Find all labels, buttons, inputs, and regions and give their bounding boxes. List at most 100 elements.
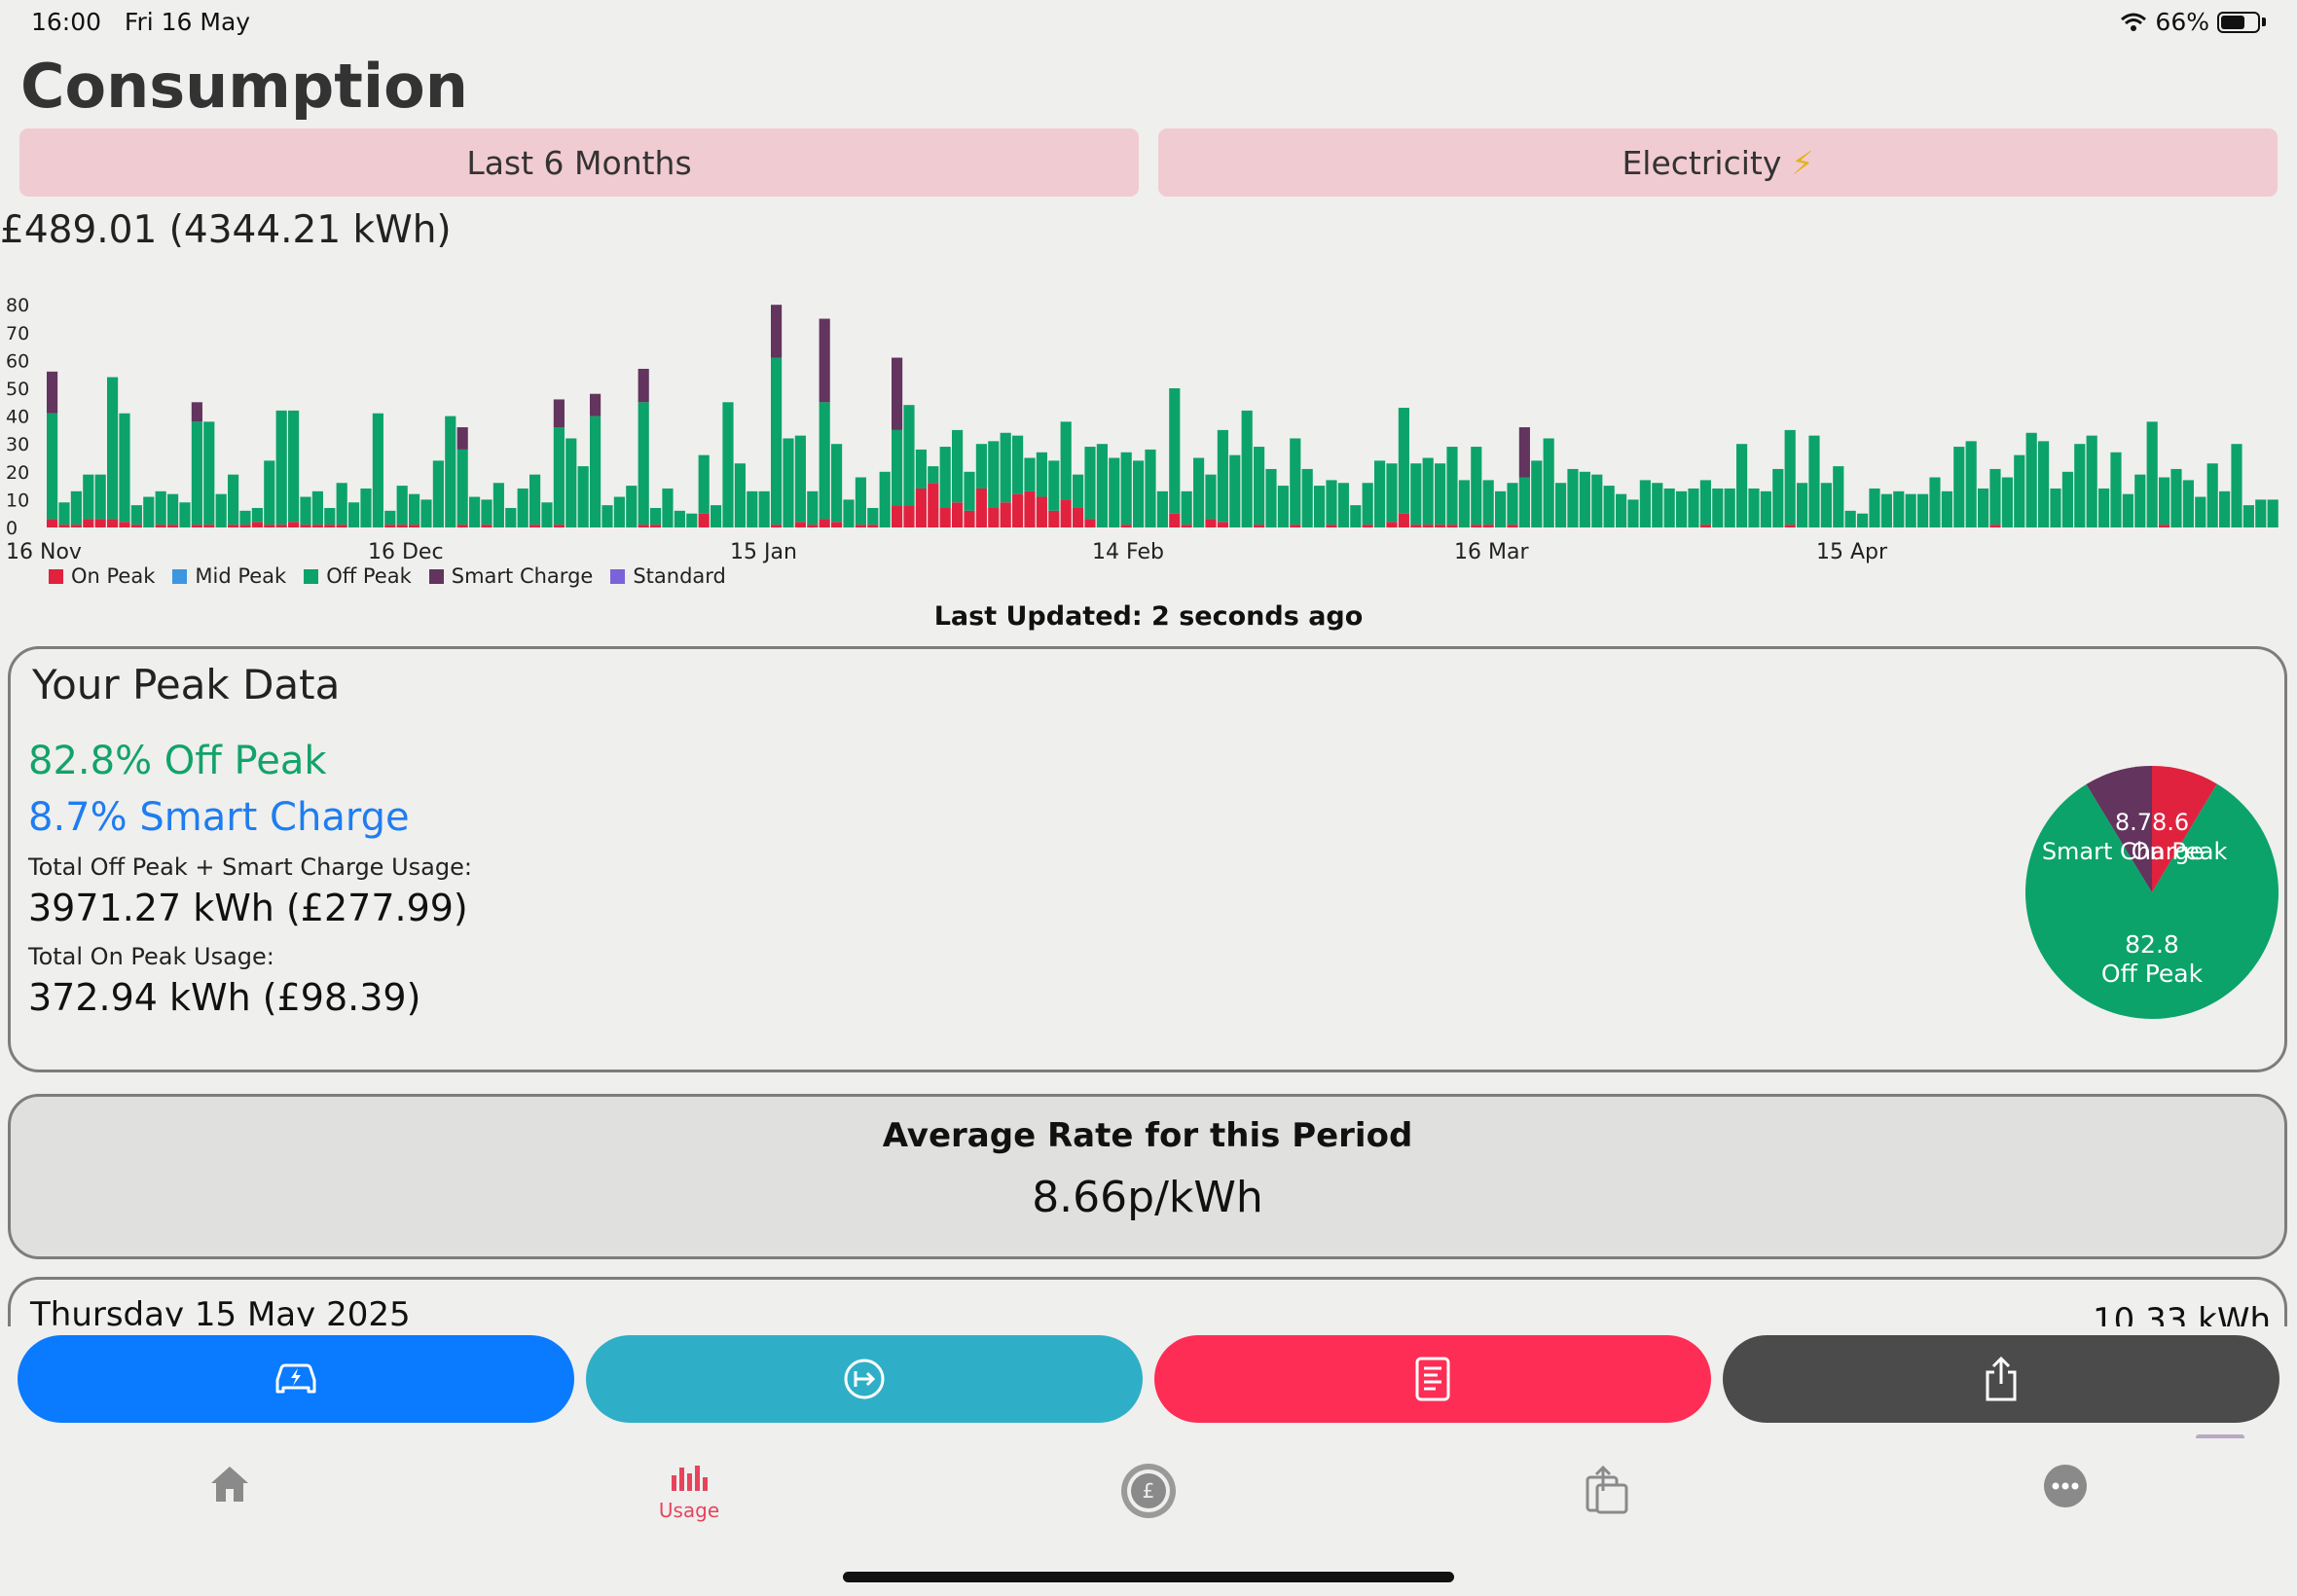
bar-segment-on — [58, 525, 70, 527]
bar-segment-smart — [47, 371, 58, 414]
y-tick-label: 10 — [6, 490, 29, 511]
bar-segment-off — [2061, 471, 2073, 527]
bar-segment-smart — [553, 399, 565, 428]
bar-segment-on — [1169, 513, 1181, 527]
bar-segment-on — [1073, 507, 1084, 527]
bar-segment-off — [952, 429, 964, 503]
more-icon — [2044, 1465, 2087, 1507]
pie-value-label-top: 8.78.6 — [2115, 809, 2189, 836]
bar-segment-off — [311, 490, 323, 526]
bar-segment-on — [167, 525, 179, 527]
document-icon — [1415, 1357, 1450, 1401]
pie-label-off-peak: Off Peak — [2101, 960, 2204, 988]
bar-segment-off — [1350, 505, 1362, 527]
tab-home[interactable] — [162, 1464, 298, 1505]
pie-slice — [2086, 766, 2152, 892]
tab-export[interactable] — [1540, 1464, 1676, 1514]
bar-segment-off — [1518, 477, 1530, 527]
bar-segment-off — [2086, 435, 2097, 527]
tab-usage[interactable]: Usage — [621, 1464, 757, 1522]
bar-segment-on — [1482, 525, 1494, 527]
bar-segment-on — [928, 483, 939, 527]
bar-segment-off — [565, 438, 577, 527]
bar-segment-on — [130, 525, 142, 527]
bar-segment-off — [1435, 463, 1446, 526]
export-icon — [1586, 1465, 1628, 1514]
bar-segment-off — [879, 471, 891, 527]
bar-segment-off — [1857, 513, 1869, 527]
bar-segment-off — [1567, 468, 1579, 527]
bar-segment-off — [1374, 460, 1386, 527]
bar-segment-off — [1073, 474, 1084, 508]
car-charge-button[interactable] — [18, 1335, 574, 1423]
bar-segment-smart — [892, 357, 903, 430]
bar-segment-off — [1482, 480, 1494, 526]
legend-swatch — [428, 568, 444, 584]
bar-segment-off — [1929, 477, 1941, 527]
bar-segment-off — [469, 496, 481, 527]
x-tick-label: 15 Jan — [730, 540, 797, 564]
bar-segment-on — [529, 525, 541, 527]
bar-segment-off — [2195, 496, 2206, 527]
bar-segment-off — [1096, 444, 1108, 527]
bar-segment-off — [2014, 454, 2025, 527]
bar-segment-off — [1748, 488, 1760, 527]
smart-charge-percentage: 8.7% Smart Charge — [28, 795, 410, 840]
bar-segment-off — [964, 471, 975, 511]
bar-segment-on — [1410, 525, 1422, 527]
bar-segment-off — [711, 505, 722, 527]
tab-more[interactable] — [1997, 1464, 2133, 1508]
bar-segment-on — [1254, 525, 1265, 527]
bar-segment-off — [228, 474, 239, 526]
bar-segment-off — [203, 421, 215, 526]
bar-segment-off — [1169, 388, 1181, 514]
bar-segment-off — [1458, 480, 1470, 527]
page-title: Consumption — [20, 51, 468, 122]
bar-segment-off — [1820, 483, 1832, 527]
bar-segment-on — [70, 525, 82, 527]
wifi-icon — [2121, 13, 2147, 31]
bar-segment-off — [2110, 452, 2122, 527]
svg-text:£: £ — [1143, 1479, 1155, 1503]
bar-segment-on — [275, 525, 287, 527]
bar-segment-on — [239, 525, 251, 527]
bar-segment-smart — [590, 393, 602, 417]
tab-tariff[interactable]: £ — [1080, 1462, 1217, 1520]
bar-segment-off — [264, 460, 275, 526]
legend-swatch — [610, 568, 626, 584]
report-button[interactable] — [1154, 1335, 1711, 1423]
x-tick-label: 16 Nov — [6, 540, 82, 564]
bar-segment-on — [915, 488, 927, 527]
fuel-selector[interactable]: Electricity ⚡ — [1158, 128, 2278, 197]
bar-segment-on — [1012, 493, 1024, 527]
bar-segment-off — [1362, 483, 1373, 526]
bar-segment-off — [2122, 493, 2133, 527]
bar-segment-on — [952, 502, 964, 527]
bar-segment-off — [1616, 493, 1627, 527]
bar-segment-off — [1120, 452, 1132, 526]
bar-segment-on — [1048, 510, 1060, 527]
bar-segment-off — [1314, 486, 1326, 527]
bar-segment-on — [1036, 496, 1047, 527]
share-button[interactable] — [1723, 1335, 2279, 1423]
bar-segment-on — [336, 525, 347, 527]
bar-segment-off — [1337, 483, 1349, 527]
bar-segment-on — [650, 525, 662, 527]
bar-segment-on — [481, 525, 492, 527]
bar-segment-on — [1024, 490, 1036, 527]
bar-segment-on — [94, 519, 106, 527]
bar-segment-on — [228, 525, 239, 527]
bar-segment-off — [1724, 488, 1735, 527]
export-button[interactable] — [586, 1335, 1143, 1423]
bar-segment-on — [119, 522, 130, 527]
legend-label: Standard — [633, 564, 726, 588]
bar-segment-off — [771, 357, 783, 526]
bar-segment-off — [1277, 486, 1289, 527]
bar-segment-on — [264, 525, 275, 527]
period-selector[interactable]: Last 6 Months — [19, 128, 1139, 197]
bar-segment-off — [939, 447, 951, 508]
bar-segment-off — [1036, 452, 1047, 497]
y-tick-label: 80 — [6, 295, 29, 316]
bar-segment-smart — [456, 427, 468, 450]
bar-segment-on — [975, 488, 987, 527]
